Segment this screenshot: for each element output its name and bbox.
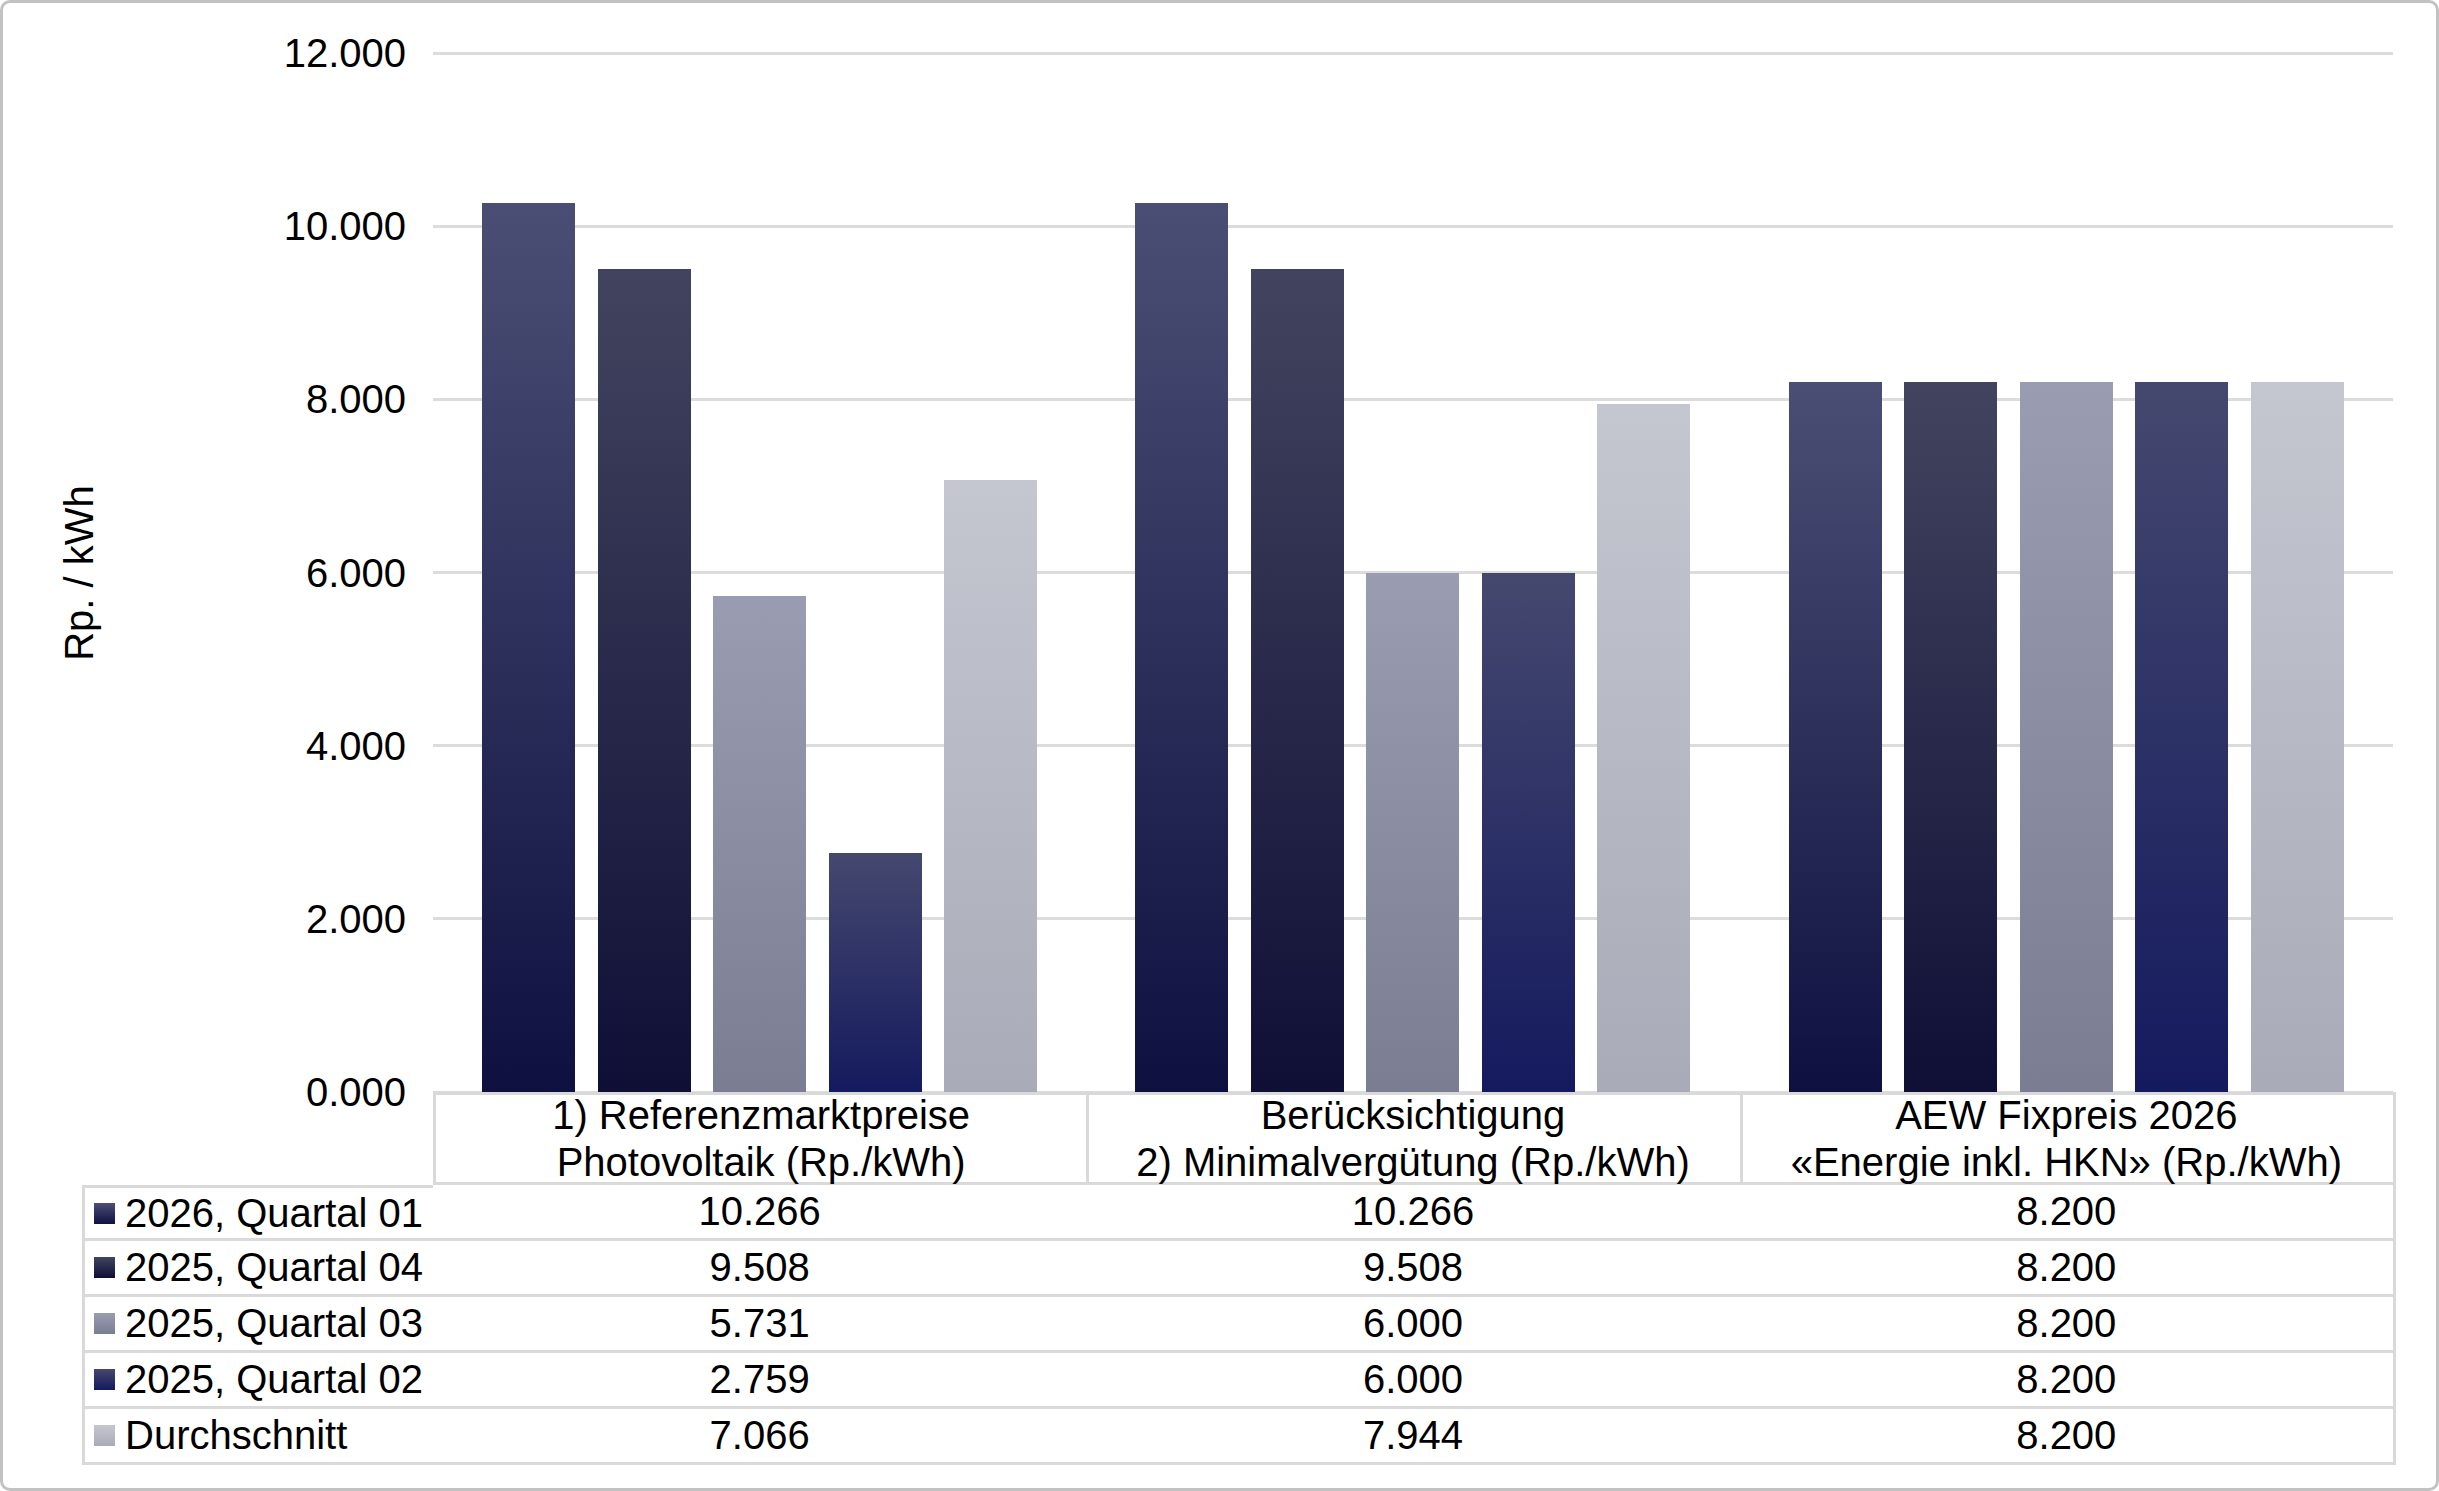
table-row-label: 2025, Quartal 04 bbox=[82, 1241, 436, 1297]
table-row-label-text: 2025, Quartal 04 bbox=[125, 1245, 423, 1290]
table-value-cell: 10.266 bbox=[1086, 1185, 1742, 1241]
bar-2025-quartal-02 bbox=[829, 853, 922, 1092]
chart-canvas: Rp. / kWh 0.000 2.000 4.000 6.000 8.000 10.00… bbox=[0, 0, 2439, 1491]
table-column-header-line: AEW Fixpreis 2026 bbox=[1895, 1092, 2237, 1139]
table-value-cell: 5.731 bbox=[433, 1297, 1089, 1353]
legend-swatch bbox=[94, 1425, 115, 1446]
y-axis-tick-label: 6.000 bbox=[146, 551, 406, 595]
bar-2025-quartal-04 bbox=[1904, 382, 1997, 1092]
table-column-header: 1) ReferenzmarktpreisePhotovoltaik (Rp./… bbox=[433, 1092, 1089, 1185]
table-column-header-line: Photovoltaik (Rp./kWh) bbox=[557, 1139, 966, 1186]
table-value-cell: 8.200 bbox=[1740, 1409, 2396, 1465]
bar-2026-quartal-01 bbox=[482, 203, 575, 1092]
table-row-label: 2026, Quartal 01 bbox=[82, 1185, 436, 1241]
table-value-cell: 2.759 bbox=[433, 1353, 1089, 1409]
legend-swatch bbox=[94, 1203, 115, 1224]
bar-2026-quartal-01 bbox=[1135, 203, 1228, 1092]
legend-swatch bbox=[94, 1257, 115, 1278]
table-column-header-line: Berücksichtigung bbox=[1261, 1092, 1566, 1139]
table-value-cell: 9.508 bbox=[1086, 1241, 1742, 1297]
table-value-cell: 8.200 bbox=[1740, 1185, 2396, 1241]
table-row-label-text: 2025, Quartal 02 bbox=[125, 1357, 423, 1402]
table-value-cell: 9.508 bbox=[433, 1241, 1089, 1297]
table-value-cell: 6.000 bbox=[1086, 1353, 1742, 1409]
table-value-cell: 6.000 bbox=[1086, 1297, 1742, 1353]
bar-2025-quartal-03 bbox=[1366, 573, 1459, 1093]
bar-2025-quartal-04 bbox=[598, 269, 691, 1092]
y-axis-title: Rp. / kWh bbox=[57, 485, 102, 661]
y-axis-tick-label: 2.000 bbox=[146, 897, 406, 941]
gridline bbox=[433, 52, 2393, 55]
bar-2025-quartal-02 bbox=[2135, 382, 2228, 1092]
table-row-label: 2025, Quartal 02 bbox=[82, 1353, 436, 1409]
legend-swatch bbox=[94, 1313, 115, 1334]
table-row-label-text: 2026, Quartal 01 bbox=[125, 1191, 423, 1236]
table-column-header-line: «Energie inkl. HKN» (Rp./kWh) bbox=[1791, 1139, 2342, 1186]
bar-durchschnitt bbox=[1597, 404, 1690, 1092]
table-value-cell: 8.200 bbox=[1740, 1297, 2396, 1353]
table-value-cell: 8.200 bbox=[1740, 1353, 2396, 1409]
table-column-header: Berücksichtigung2) Minimalvergütung (Rp.… bbox=[1086, 1092, 1742, 1185]
table-row-label: 2025, Quartal 03 bbox=[82, 1297, 436, 1353]
y-axis-tick-label: 12.000 bbox=[146, 31, 406, 75]
table-value-cell: 10.266 bbox=[433, 1185, 1089, 1241]
gridline bbox=[433, 225, 2393, 228]
bar-2025-quartal-02 bbox=[1482, 573, 1575, 1093]
bar-2025-quartal-03 bbox=[713, 596, 806, 1092]
table-column-header: AEW Fixpreis 2026«Energie inkl. HKN» (Rp… bbox=[1740, 1092, 2396, 1185]
bar-2025-quartal-04 bbox=[1251, 269, 1344, 1092]
bar-2025-quartal-03 bbox=[2020, 382, 2113, 1092]
bar-durchschnitt bbox=[944, 480, 1037, 1092]
table-row-label-text: 2025, Quartal 03 bbox=[125, 1301, 423, 1346]
table-value-cell: 7.066 bbox=[433, 1409, 1089, 1465]
y-axis-tick-label: 4.000 bbox=[146, 724, 406, 768]
table-column-header-line: 1) Referenzmarktpreise bbox=[552, 1092, 970, 1139]
y-axis-tick-label: 0.000 bbox=[146, 1070, 406, 1114]
table-value-cell: 7.944 bbox=[1086, 1409, 1742, 1465]
y-axis-tick-label: 10.000 bbox=[146, 204, 406, 248]
table-row-label: Durchschnitt bbox=[82, 1409, 436, 1465]
table-value-cell: 8.200 bbox=[1740, 1241, 2396, 1297]
legend-swatch bbox=[94, 1369, 115, 1390]
table-row-label-text: Durchschnitt bbox=[125, 1413, 347, 1458]
bar-2026-quartal-01 bbox=[1789, 382, 1882, 1092]
bar-durchschnitt bbox=[2251, 382, 2344, 1092]
y-axis-tick-label: 8.000 bbox=[146, 377, 406, 421]
table-column-header-line: 2) Minimalvergütung (Rp./kWh) bbox=[1136, 1139, 1690, 1186]
